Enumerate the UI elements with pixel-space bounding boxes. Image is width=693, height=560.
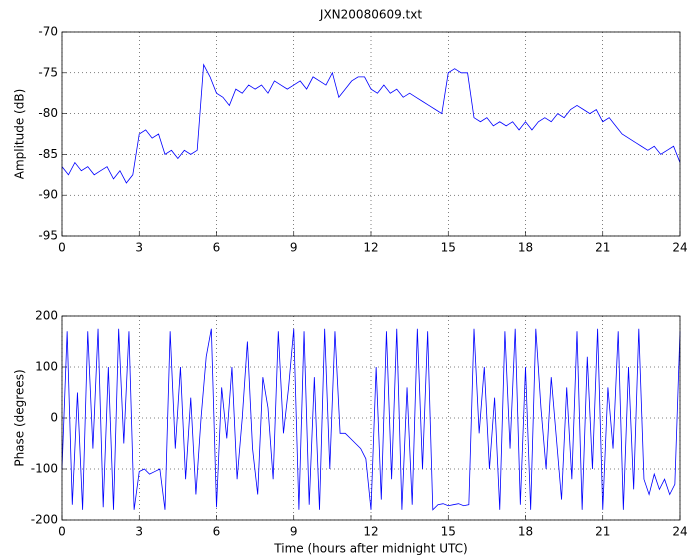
x-tick-label: 15 [441,525,456,539]
y-tick-label: -95 [38,229,58,243]
x-tick-label: 3 [135,241,143,255]
x-tick-label: 9 [290,525,298,539]
x-tick-label: 9 [290,241,298,255]
y-tick-label: -85 [38,147,58,161]
x-tick-label: 24 [672,241,687,255]
data-line [61,63,681,184]
x-tick-label: 18 [518,525,533,539]
data-line [61,328,681,511]
x-tick-label: 3 [135,525,143,539]
x-tick-label: 12 [363,241,378,255]
x-tick-label: 24 [672,525,687,539]
y-tick-label: -80 [38,106,58,120]
x-tick-label: 6 [213,241,221,255]
x-tick-label: 12 [363,525,378,539]
x-tick-label: 15 [441,241,456,255]
y-tick-label: 100 [35,360,58,374]
x-tick-label: 21 [595,241,610,255]
x-tick-label: 6 [213,525,221,539]
y-tick-label: -100 [31,462,58,476]
y-axis-label: Amplitude (dB) [13,89,27,180]
x-tick-label: 0 [58,525,66,539]
chart-title: JXN20080609.txt [319,8,422,22]
x-axis-label: Time (hours after midnight UTC) [273,542,467,556]
axes-frame [61,315,681,521]
y-tick-label: 200 [35,309,58,323]
y-tick-label: -75 [38,65,58,79]
y-tick-label: 0 [50,411,58,425]
y-axis-label: Phase (degrees) [13,369,27,466]
x-tick-label: 0 [58,241,66,255]
y-tick-label: -70 [38,25,58,39]
x-tick-label: 18 [518,241,533,255]
y-tick-label: -200 [31,513,58,527]
y-tick-label: -90 [38,188,58,202]
x-tick-label: 21 [595,525,610,539]
plot-area [62,32,680,236]
axes-frame [61,31,681,237]
